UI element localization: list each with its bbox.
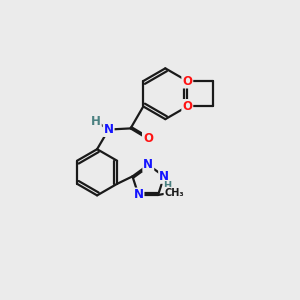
Text: N: N — [134, 188, 143, 202]
Text: O: O — [182, 74, 192, 88]
Text: N: N — [159, 170, 169, 183]
Text: H: H — [91, 115, 101, 128]
Text: O: O — [182, 100, 192, 113]
Text: H: H — [164, 181, 172, 191]
Text: CH₃: CH₃ — [164, 188, 184, 198]
Text: N: N — [103, 123, 114, 136]
Text: N: N — [143, 158, 153, 171]
Text: O: O — [143, 132, 153, 145]
